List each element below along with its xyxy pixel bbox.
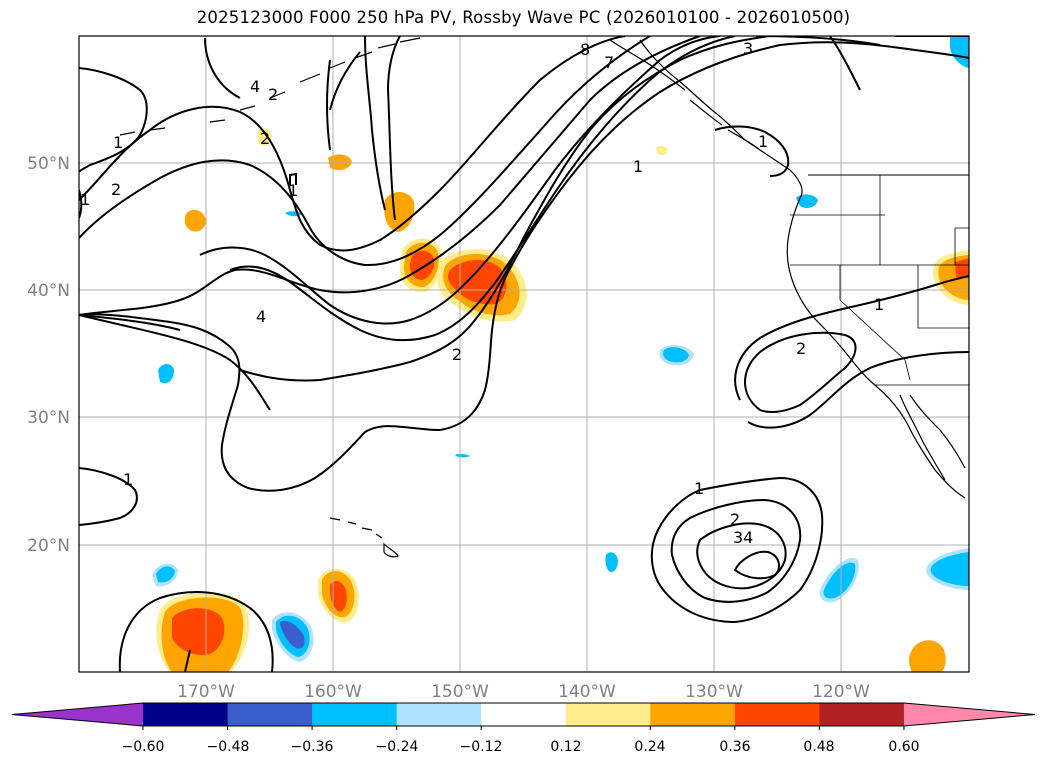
lon-label: 170°W [177, 682, 235, 702]
lat-label: 20°N [27, 536, 70, 556]
colorbar-tick-label: −0.24 [376, 739, 419, 755]
contour-label: 34 [733, 528, 753, 547]
contour-label: 1 [694, 479, 704, 498]
contour-label: 2 [111, 180, 121, 199]
colorbar-tick-label: −0.12 [460, 739, 503, 755]
lon-label: 150°W [431, 682, 489, 702]
colorbar-swatch [227, 703, 313, 726]
lon-label: 130°W [685, 682, 743, 702]
colorbar-swatch [396, 703, 482, 726]
contour-label: 1 [874, 295, 884, 314]
lon-label: 120°W [812, 682, 870, 702]
contour-label: 3 [743, 39, 753, 58]
colorbar-swatch [481, 703, 567, 726]
map-area [79, 36, 969, 672]
colorbar-swatch [312, 703, 398, 726]
colorbar-swatch [650, 703, 736, 726]
colorbar-tick-label: 0.48 [803, 739, 834, 755]
contour-label: 2 [796, 339, 806, 358]
colorbar-extend-high [903, 703, 1035, 726]
colorbar-swatch [819, 703, 905, 726]
map-title: 2025123000 F000 250 hPa PV, Rossby Wave … [196, 8, 851, 27]
lon-label: 140°W [558, 682, 616, 702]
contour-label: 4 [250, 77, 260, 96]
contour-label: 8 [580, 40, 590, 59]
lat-label: 50°N [27, 154, 70, 174]
map-frame [78, 35, 970, 673]
colorbar-tick-labels: −0.60 −0.48 −0.36 −0.24 −0.12 0.12 0.24 … [122, 739, 920, 755]
contour-label: 1 [288, 181, 298, 200]
contour-label: 2 [730, 510, 740, 529]
contour-label: 2 [260, 129, 270, 148]
colorbar-tick-label: −0.48 [207, 739, 250, 755]
colorbar-tick-label: −0.60 [122, 739, 165, 755]
lat-label: 40°N [27, 281, 70, 301]
lat-label: 30°N [27, 408, 70, 428]
gridlines [79, 36, 969, 672]
contour-label: 2 [268, 85, 278, 104]
longitude-labels: 170°W 160°W 150°W 140°W 130°W 120°W [177, 682, 870, 702]
contour-label: 7 [604, 53, 614, 72]
colorbar-tick-label: 0.24 [634, 739, 665, 755]
colorbar-swatch [565, 703, 651, 726]
colorbar-extend-low [12, 703, 143, 726]
latitude-labels: 50°N 40°N 30°N 20°N [27, 154, 70, 556]
colorbar-swatch [143, 703, 229, 726]
colorbar-tick-label: 0.36 [719, 739, 750, 755]
contour-label: 1 [758, 132, 768, 151]
contour-label: 4 [256, 307, 266, 326]
colorbar-tick-label: 0.12 [550, 739, 581, 755]
contour-label: 2 [452, 345, 462, 364]
pv-contours [79, 36, 969, 672]
contour-label: 1 [80, 190, 90, 209]
colorbar-swatch [734, 703, 820, 726]
contour-label: 1 [633, 157, 643, 176]
contour-label: 1 [123, 470, 133, 489]
pv-shading [152, 36, 969, 672]
contour-label: 1 [113, 133, 123, 152]
lon-label: 160°W [304, 682, 362, 702]
contour-labels: 8 7 3 4 2 1 2 1 2 1 4 2 1 1 2 1 1 2 34 1 [80, 39, 884, 547]
colorbar-tick-label: −0.36 [291, 739, 334, 755]
colorbar-tick-label: 0.60 [888, 739, 919, 755]
coastlines [119, 37, 969, 558]
colorbar [11, 702, 1036, 730]
